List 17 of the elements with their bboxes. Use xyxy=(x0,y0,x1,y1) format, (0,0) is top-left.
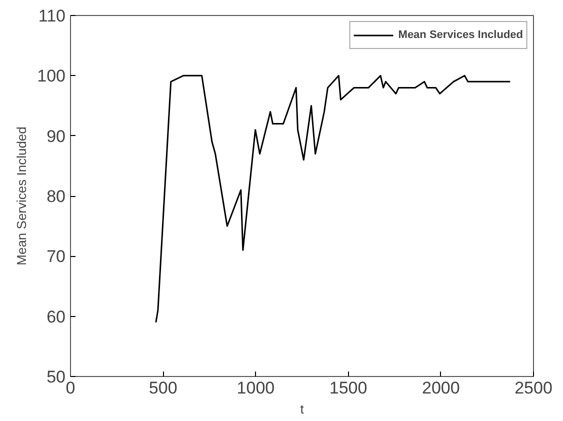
x-tick-label: 500 xyxy=(148,378,178,398)
x-tick-label: 0 xyxy=(66,378,76,398)
x-tick-label: 2500 xyxy=(514,378,552,398)
x-axis-title: t xyxy=(300,402,304,416)
y-axis-title: Mean Services Included xyxy=(14,126,30,266)
y-tick-label: 110 xyxy=(38,6,66,26)
x-tick-label: 2000 xyxy=(422,378,460,398)
x-tick-label: 1000 xyxy=(236,378,275,398)
y-tick-label: 90 xyxy=(46,126,66,146)
line-series xyxy=(155,74,511,324)
x-tick-label: 1500 xyxy=(329,378,368,398)
y-tick-label: 70 xyxy=(46,247,66,266)
y-tick-label: 50 xyxy=(46,368,66,386)
y-tick-label: 100 xyxy=(37,66,66,86)
y-tick-label: 60 xyxy=(46,307,66,326)
y-tick-label: 80 xyxy=(46,187,66,206)
legend-label: Mean Services Included xyxy=(398,29,523,41)
